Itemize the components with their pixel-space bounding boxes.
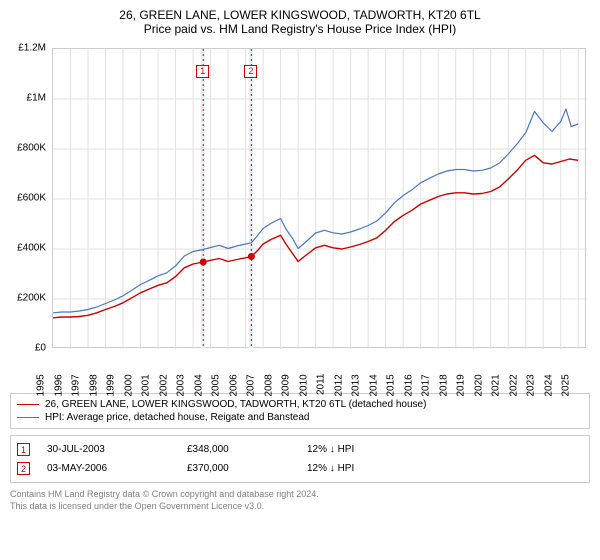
marker-dot bbox=[248, 253, 255, 260]
legend-swatch bbox=[17, 417, 39, 418]
xtick-label: 2021 bbox=[491, 374, 502, 396]
xtick-label: 2022 bbox=[508, 374, 519, 396]
xtick-label: 2004 bbox=[193, 374, 204, 396]
legend: 26, GREEN LANE, LOWER KINGSWOOD, TADWORT… bbox=[10, 393, 590, 429]
xtick-label: 2020 bbox=[473, 374, 484, 396]
xtick-label: 2000 bbox=[123, 374, 134, 396]
xtick-label: 2015 bbox=[386, 374, 397, 396]
xtick-label: 1999 bbox=[106, 374, 117, 396]
legend-label: HPI: Average price, detached house, Reig… bbox=[45, 412, 309, 423]
xtick-label: 2001 bbox=[141, 374, 152, 396]
sales-marker: 2 bbox=[17, 462, 30, 475]
xtick-label: 1996 bbox=[53, 374, 64, 396]
legend-swatch bbox=[17, 404, 39, 405]
xtick-label: 2005 bbox=[211, 374, 222, 396]
legend-label: 26, GREEN LANE, LOWER KINGSWOOD, TADWORT… bbox=[45, 399, 426, 410]
marker-box: 2 bbox=[244, 65, 257, 78]
xtick-label: 2007 bbox=[246, 374, 257, 396]
sales-price: £370,000 bbox=[187, 463, 307, 474]
sales-date: 03-MAY-2006 bbox=[47, 463, 187, 474]
chart-container: 26, GREEN LANE, LOWER KINGSWOOD, TADWORT… bbox=[0, 0, 600, 518]
sales-delta: 12% ↓ HPI bbox=[307, 444, 467, 455]
xtick-label: 2023 bbox=[526, 374, 537, 396]
xtick-label: 2009 bbox=[281, 374, 292, 396]
xtick-label: 2006 bbox=[228, 374, 239, 396]
chart-area: £0£200K£400K£600K£800K£1M£1.2M1995199619… bbox=[10, 42, 590, 387]
title-block: 26, GREEN LANE, LOWER KINGSWOOD, TADWORT… bbox=[10, 8, 590, 36]
sales-price: £348,000 bbox=[187, 444, 307, 455]
xtick-label: 2016 bbox=[403, 374, 414, 396]
legend-row: 26, GREEN LANE, LOWER KINGSWOOD, TADWORT… bbox=[17, 398, 583, 411]
sales-table: 1 30-JUL-2003£348,00012% ↓ HPI 2 03-MAY-200… bbox=[10, 435, 590, 483]
marker-dot bbox=[200, 259, 207, 266]
xtick-label: 1995 bbox=[36, 374, 47, 396]
sales-marker: 1 bbox=[17, 443, 30, 456]
marker-box: 1 bbox=[196, 65, 209, 78]
plot-svg bbox=[53, 49, 587, 349]
xtick-label: 2010 bbox=[298, 374, 309, 396]
sales-delta: 12% ↓ HPI bbox=[307, 463, 467, 474]
xtick-label: 1997 bbox=[71, 374, 82, 396]
sales-date: 30-JUL-2003 bbox=[47, 444, 187, 455]
xtick-label: 2019 bbox=[456, 374, 467, 396]
footer-line2: This data is licensed under the Open Gov… bbox=[10, 501, 590, 513]
ytick-label: £0 bbox=[10, 343, 46, 354]
ytick-label: £200K bbox=[10, 293, 46, 304]
ytick-label: £1.2M bbox=[10, 43, 46, 54]
xtick-label: 2014 bbox=[368, 374, 379, 396]
xtick-label: 2024 bbox=[543, 374, 554, 396]
legend-row: HPI: Average price, detached house, Reig… bbox=[17, 411, 583, 424]
ytick-label: £600K bbox=[10, 193, 46, 204]
xtick-label: 2025 bbox=[561, 374, 572, 396]
xtick-label: 2002 bbox=[158, 374, 169, 396]
xtick-label: 2003 bbox=[176, 374, 187, 396]
xtick-label: 2008 bbox=[263, 374, 274, 396]
xtick-label: 2013 bbox=[351, 374, 362, 396]
sales-row: 1 30-JUL-2003£348,00012% ↓ HPI bbox=[17, 440, 583, 459]
plot-area bbox=[52, 48, 586, 348]
ytick-label: £800K bbox=[10, 143, 46, 154]
xtick-label: 2011 bbox=[316, 374, 327, 396]
xtick-label: 2017 bbox=[421, 374, 432, 396]
footer-note: Contains HM Land Registry data © Crown c… bbox=[10, 489, 590, 512]
title-line1: 26, GREEN LANE, LOWER KINGSWOOD, TADWORT… bbox=[10, 8, 590, 22]
ytick-label: £1M bbox=[10, 93, 46, 104]
title-line2: Price paid vs. HM Land Registry's House … bbox=[10, 22, 590, 36]
footer-line1: Contains HM Land Registry data © Crown c… bbox=[10, 489, 590, 501]
xtick-label: 1998 bbox=[88, 374, 99, 396]
xtick-label: 2018 bbox=[438, 374, 449, 396]
ytick-label: £400K bbox=[10, 243, 46, 254]
sales-row: 2 03-MAY-2006£370,00012% ↓ HPI bbox=[17, 459, 583, 478]
xtick-label: 2012 bbox=[333, 374, 344, 396]
